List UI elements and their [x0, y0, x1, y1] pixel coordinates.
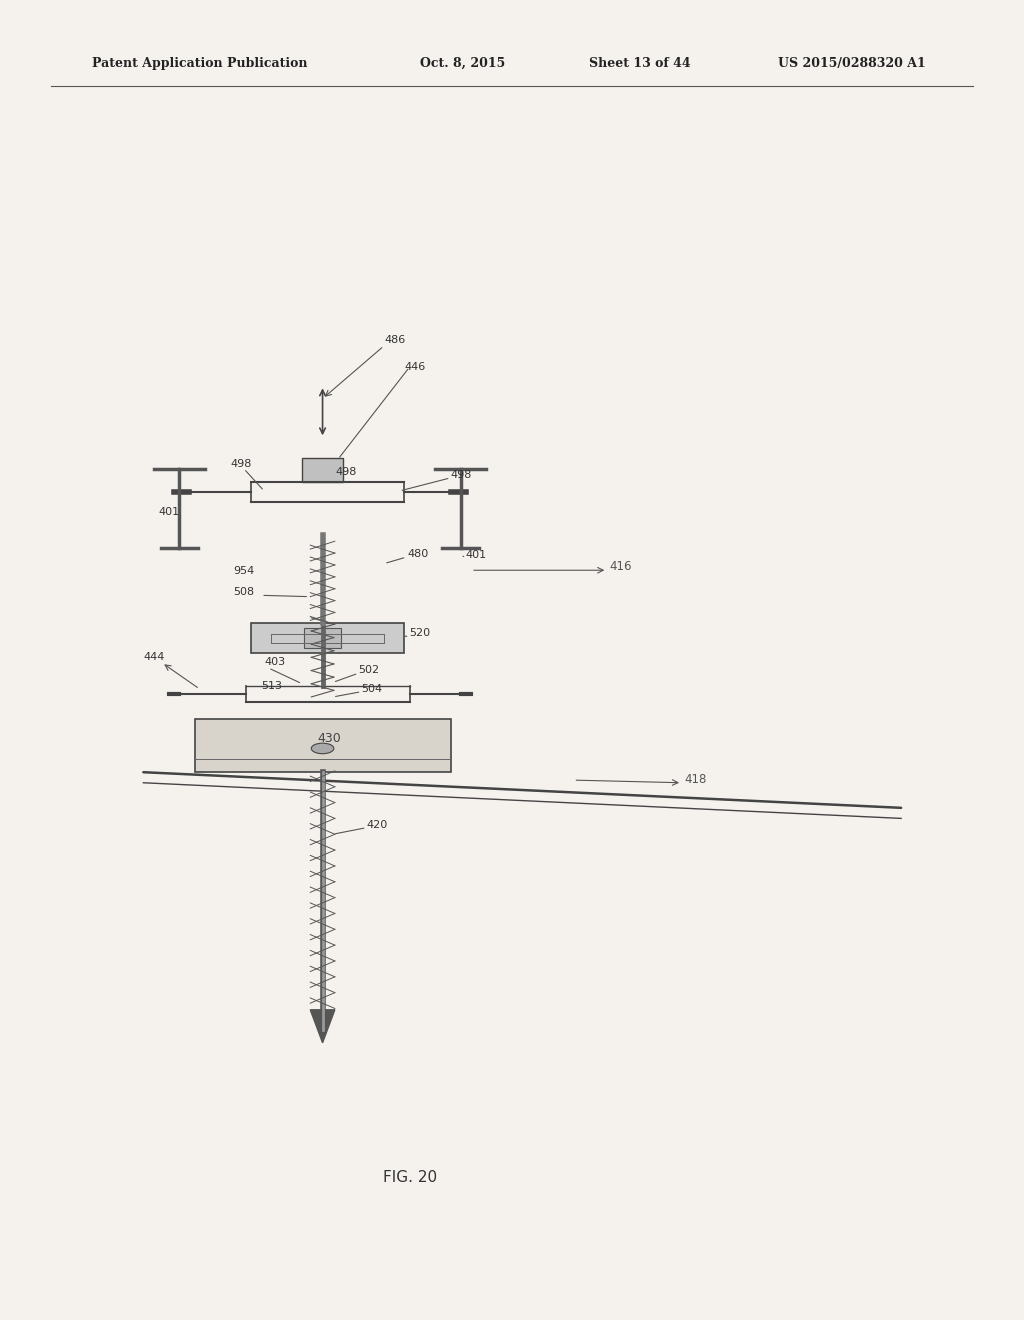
Text: 444: 444 [143, 652, 165, 663]
Text: 498: 498 [451, 470, 472, 480]
Bar [251, 623, 404, 653]
Text: 504: 504 [361, 684, 383, 694]
Text: 420: 420 [367, 820, 388, 830]
Text: 418: 418 [684, 772, 707, 785]
Text: Oct. 8, 2015: Oct. 8, 2015 [420, 57, 505, 70]
Text: 403: 403 [264, 657, 286, 668]
Text: 498: 498 [336, 467, 357, 478]
Text: Patent Application Publication: Patent Application Publication [92, 57, 307, 70]
Text: FIG. 20: FIG. 20 [383, 1170, 436, 1185]
Polygon shape [310, 1010, 335, 1043]
Text: 498: 498 [230, 459, 252, 470]
Text: US 2015/0288320 A1: US 2015/0288320 A1 [778, 57, 926, 70]
Text: 508: 508 [233, 587, 255, 598]
Text: 446: 446 [404, 362, 426, 372]
Text: 401: 401 [466, 550, 487, 561]
Text: 513: 513 [261, 681, 283, 692]
Bar [304, 628, 341, 648]
Text: 480: 480 [408, 549, 429, 560]
Text: 416: 416 [609, 560, 632, 573]
Text: Sheet 13 of 44: Sheet 13 of 44 [589, 57, 690, 70]
Text: 401: 401 [159, 507, 180, 517]
Text: 502: 502 [358, 665, 380, 676]
Bar [195, 719, 451, 772]
Ellipse shape [311, 743, 334, 754]
Text: 486: 486 [384, 335, 406, 346]
Text: 954: 954 [233, 566, 255, 577]
Bar [302, 458, 343, 482]
Text: 520: 520 [410, 628, 431, 639]
Text: 430: 430 [317, 731, 341, 744]
